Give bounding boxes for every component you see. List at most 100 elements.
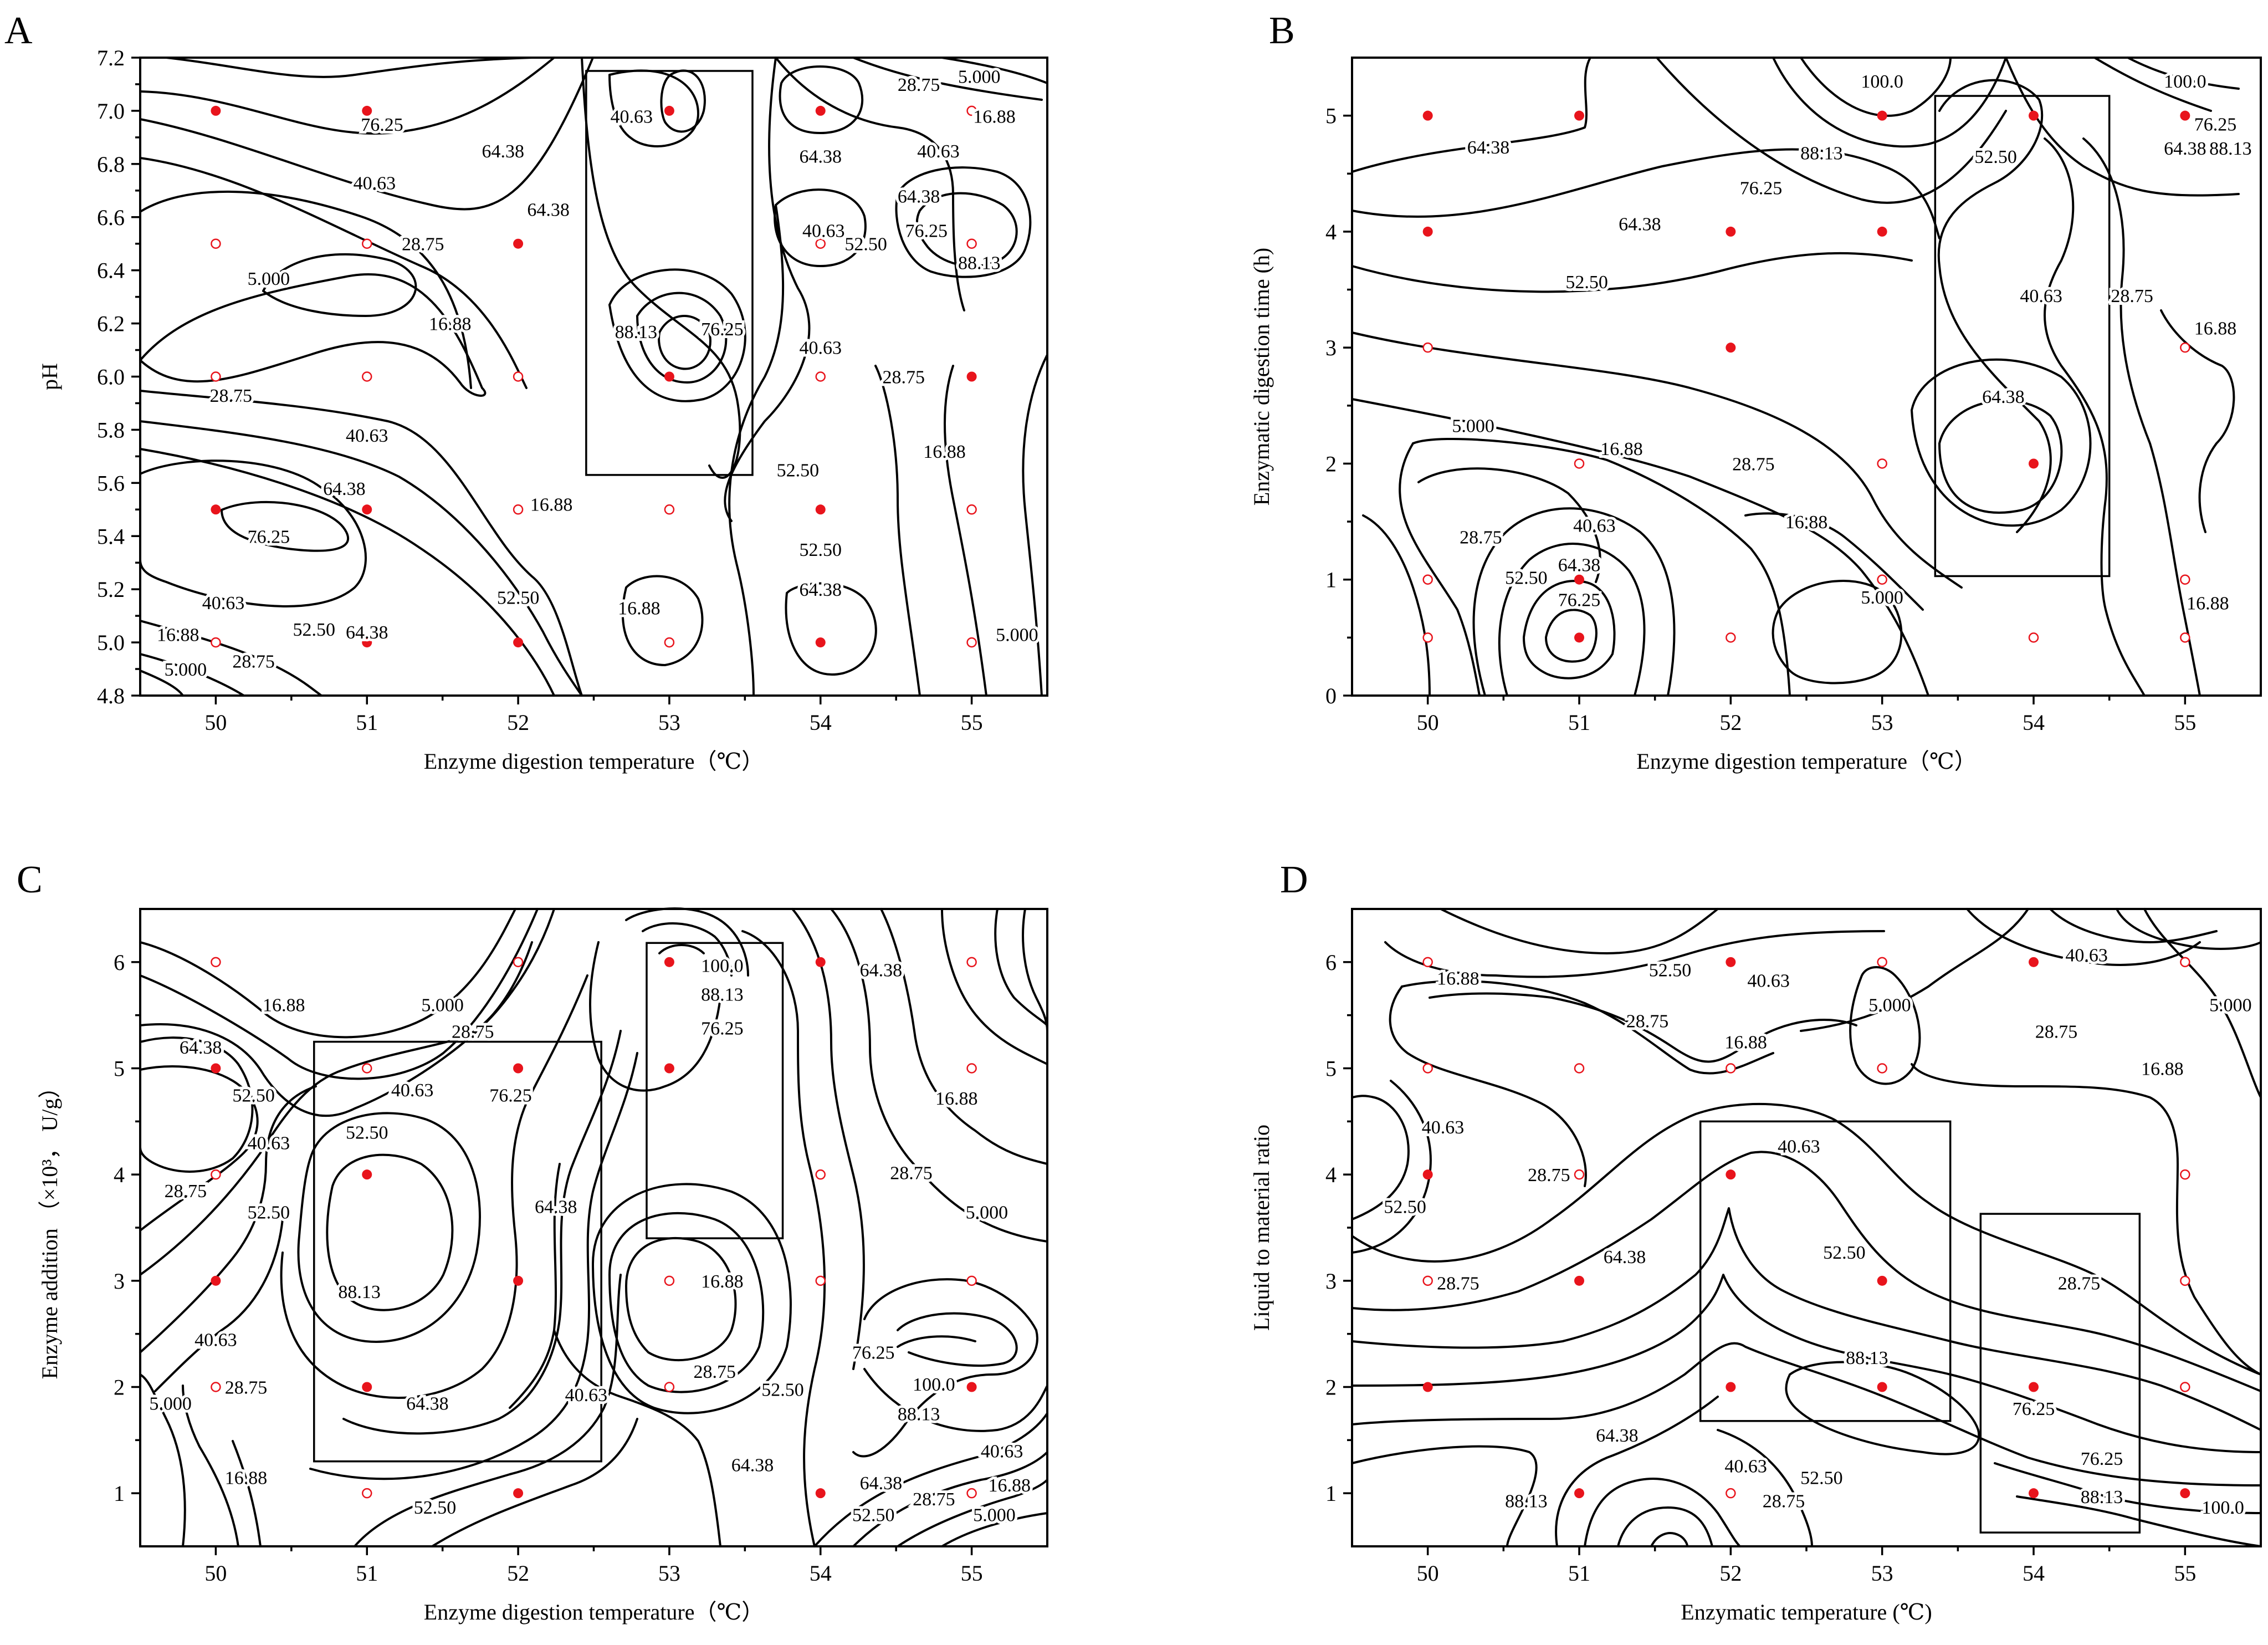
filled-design-point	[966, 1382, 977, 1392]
contour-label: 5.000	[248, 269, 290, 289]
filled-design-point	[2029, 110, 2039, 121]
panel-letter: B	[1269, 9, 1295, 52]
contour-label: 100.0	[1861, 71, 1903, 92]
hollow-design-point	[2028, 632, 2039, 643]
filled-design-point	[2029, 1488, 2039, 1499]
filled-design-point	[211, 1063, 221, 1074]
hollow-design-point	[513, 957, 524, 968]
filled-design-point	[1726, 343, 1736, 353]
hollow-design-point	[815, 238, 826, 249]
contour-label: 52.50	[414, 1498, 457, 1518]
contour-label: 28.75	[694, 1362, 736, 1382]
hollow-design-point	[362, 238, 372, 249]
filled-design-point	[2180, 1488, 2190, 1499]
hollow-design-point	[1877, 1063, 1887, 1074]
contour-label: 5.000	[165, 660, 207, 680]
contour-label: 52.50	[1505, 568, 1548, 589]
y-tick-label: 3	[1325, 1269, 1337, 1294]
contour-label: 40.63	[2020, 286, 2062, 306]
contour-label: 76.25	[248, 527, 290, 547]
contour-label: 28.75	[165, 1181, 207, 1202]
filled-design-point	[664, 957, 674, 967]
y-tick-label: 4	[1325, 219, 1337, 244]
contour-label: 5.000	[1861, 588, 1903, 608]
hollow-design-point	[1726, 1488, 1736, 1499]
x-tick-label: 51	[356, 1561, 378, 1586]
contour-label: 88.13	[2209, 139, 2252, 159]
contour-label: 76.25	[852, 1342, 895, 1363]
contour-label: 16.88	[701, 1271, 744, 1292]
contour-label: 64.38	[898, 186, 940, 207]
x-axis-title: Enzyme digestion temperature（℃）	[424, 749, 764, 774]
contour-label: 64.38	[535, 1197, 577, 1218]
hollow-design-point	[211, 371, 221, 382]
y-tick-label: 5.6	[97, 471, 125, 495]
contour-label: 52.50	[1823, 1243, 1866, 1263]
contour-label: 76.25	[361, 115, 403, 135]
contour-label: 16.88	[973, 107, 1016, 127]
panel-c-contour-labels: 100.0 64.38 88.13 76.25 16.88 5.000 28.75 64.38…	[146, 953, 1033, 1529]
contour-label: 100.0	[913, 1375, 955, 1395]
contour-label: 16.88	[263, 995, 305, 1016]
y-tick-label: 5	[114, 1056, 125, 1081]
filled-design-point	[815, 1488, 826, 1499]
contour-label: 88.13	[958, 253, 1001, 273]
hollow-design-point	[1726, 1063, 1736, 1074]
contour-label: 88.13	[338, 1282, 381, 1302]
y-tick-label: 4.8	[97, 683, 125, 708]
contour-label: 16.88	[1437, 969, 1479, 989]
panel-a-contour-lines	[139, 57, 1048, 697]
contour-label: 28.75	[209, 386, 252, 406]
contour-label: 40.63	[202, 593, 245, 614]
x-tick-label: 54	[810, 1561, 832, 1586]
filled-design-point	[1422, 226, 1433, 237]
filled-design-point	[1574, 1488, 1584, 1499]
contour-label: 100.0	[701, 956, 744, 977]
hollow-design-point	[664, 504, 675, 515]
contour-label: 64.38	[482, 141, 525, 162]
hollow-design-point	[2180, 1382, 2190, 1392]
contour-label: 16.88	[530, 495, 573, 515]
hollow-design-point	[815, 371, 826, 382]
contour-label: 16.88	[225, 1468, 268, 1488]
y-tick-label: 2	[1325, 451, 1337, 476]
hollow-design-point	[966, 637, 977, 648]
contour-label: 28.75	[2058, 1274, 2101, 1294]
x-tick-label: 53	[658, 1561, 680, 1586]
x-tick-label: 53	[658, 710, 680, 735]
contour-label: 16.88	[2141, 1059, 2184, 1080]
hollow-design-point	[1877, 957, 1887, 968]
hollow-design-point	[211, 637, 221, 648]
y-tick-label: 6.0	[97, 365, 125, 390]
hollow-design-point	[664, 1275, 675, 1286]
hollow-design-point	[2180, 574, 2190, 585]
hollow-design-point	[966, 504, 977, 515]
contour-label: 5.000	[996, 625, 1038, 646]
hollow-design-point	[1574, 458, 1585, 469]
hollow-design-point	[966, 1488, 977, 1499]
contour-label: 76.25	[701, 1019, 744, 1039]
contour-label: 52.50	[293, 620, 336, 640]
hollow-design-point	[211, 1169, 221, 1180]
panel-letter: C	[17, 859, 43, 901]
contour-label: 28.75	[402, 234, 444, 255]
contour-label: 88.13	[701, 984, 744, 1005]
filled-design-point	[2029, 458, 2039, 469]
filled-design-point	[815, 637, 826, 648]
y-tick-label: 6.8	[97, 152, 125, 177]
contour-label: 76.25	[2013, 1399, 2055, 1419]
contour-label: 28.75	[2111, 286, 2153, 306]
panel-c-regions	[313, 942, 784, 1463]
y-tick-label: 6	[114, 950, 125, 975]
filled-design-point	[362, 504, 372, 515]
x-tick-label: 54	[2023, 710, 2045, 735]
y-tick-label: 4	[1325, 1162, 1337, 1187]
contour-label: 40.63	[248, 1133, 290, 1154]
filled-design-point	[362, 637, 372, 648]
y-tick-label: 6.4	[97, 258, 125, 283]
panel-b-contour-lines	[1351, 57, 2240, 697]
hollow-design-point	[966, 1063, 977, 1074]
x-tick-label: 52	[507, 710, 529, 735]
panel-d-axes: 50 51 52 53 54 55 1 2 3 4 5 6 Enzymatic temperature …	[1249, 908, 2262, 1624]
contour-label: 40.63	[194, 1330, 237, 1350]
